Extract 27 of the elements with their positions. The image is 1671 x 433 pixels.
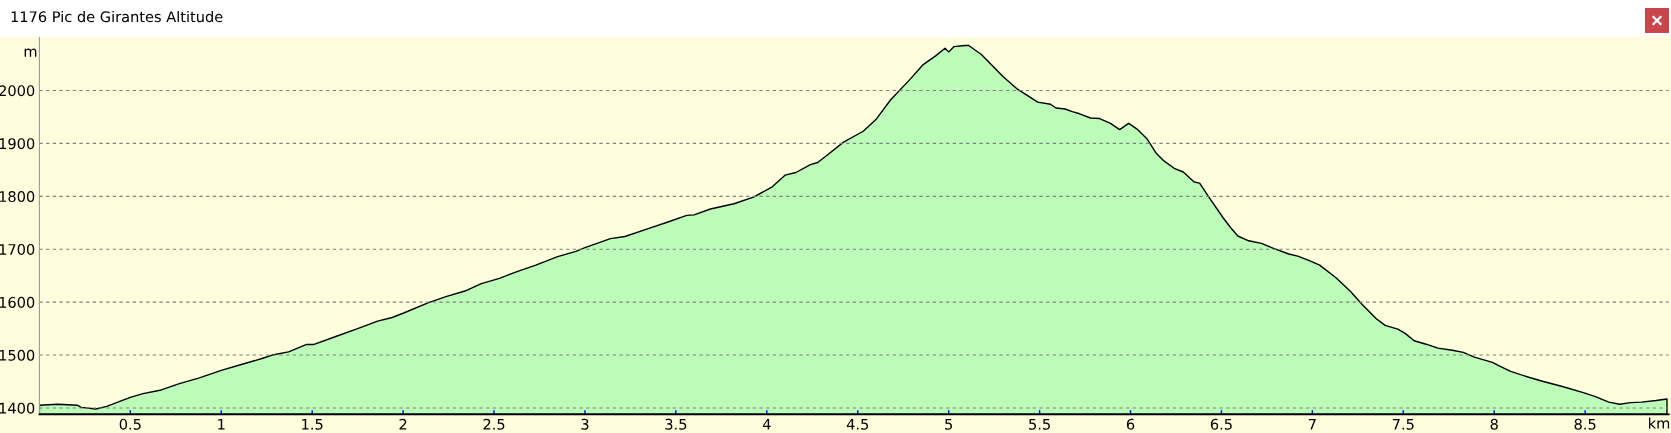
x-axis-title: km (1649, 417, 1670, 429)
x-tick-label: 4.5 (846, 418, 869, 430)
x-tick-label: 3.5 (665, 418, 687, 430)
y-tick-label: 1700 (0, 243, 35, 255)
x-tick-label: 5.5 (1029, 418, 1050, 430)
x-tick-label: 0.5 (119, 418, 141, 430)
y-axis-title: m (24, 48, 37, 57)
x-tick-label: 8 (1490, 418, 1498, 430)
x-tick-label: 1 (218, 418, 225, 430)
x-tick-label: 1.5 (302, 418, 323, 430)
x-tick-label: 7.5 (1392, 418, 1414, 430)
y-tick-label: 2000 (0, 85, 35, 97)
x-tick-label: 2.5 (483, 418, 505, 430)
x-tick-label: 7 (1308, 418, 1316, 430)
x-tick-label: 3 (581, 418, 589, 430)
x-tick-label: 2 (399, 418, 407, 430)
x-tick-label: 8.5 (1574, 418, 1596, 430)
y-tick-label: 1500 (0, 349, 35, 361)
chart-title: 1176 Pic de Girantes Altitude (11, 10, 223, 23)
y-tick-label: 1900 (0, 138, 35, 150)
y-tick-label: 1800 (0, 191, 35, 203)
y-tick-label: 1400 (0, 402, 35, 414)
x-tick-label: 6 (1126, 418, 1135, 430)
y-tick-label: 1600 (0, 296, 35, 308)
x-tick-label: 6.5 (1210, 418, 1232, 430)
x-tick-label: 5 (945, 418, 953, 430)
x-tick-label: 4 (762, 418, 771, 430)
